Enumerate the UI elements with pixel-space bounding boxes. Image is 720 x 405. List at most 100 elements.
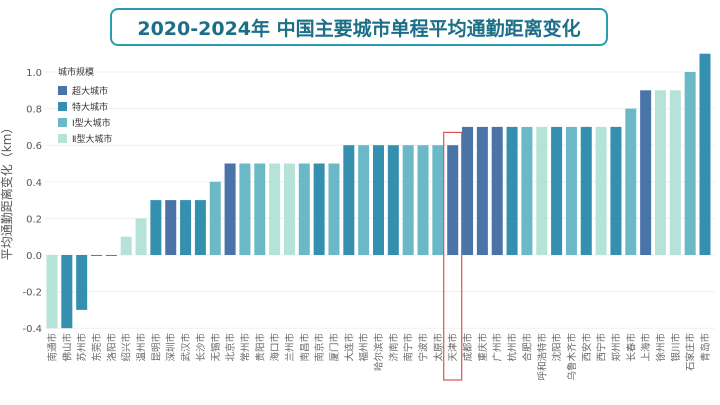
x-tick-label: 乌鲁木齐市	[566, 333, 578, 381]
bar	[61, 255, 73, 329]
bar	[491, 126, 503, 256]
x-tick-label: 济南市	[388, 333, 400, 362]
x-tick-label: 哈尔滨市	[373, 333, 385, 372]
x-tick-label: 深圳市	[165, 333, 177, 362]
legend-swatch	[58, 86, 67, 95]
bar	[640, 90, 652, 255]
x-tick-label: 洛阳市	[106, 333, 118, 362]
bar	[565, 126, 577, 256]
bar	[699, 53, 711, 256]
bar	[180, 200, 192, 255]
legend-label: 超大城市	[72, 85, 108, 97]
bar	[224, 163, 236, 255]
bar	[343, 145, 355, 255]
y-tick-label: 0.0	[26, 251, 42, 262]
x-tick-label: 苏州市	[76, 333, 88, 362]
x-tick-label: 南宁市	[403, 333, 415, 362]
x-tick-label: 太原市	[432, 333, 444, 362]
x-tick-label: 郑州市	[610, 333, 622, 362]
legend-label: 特大城市	[72, 101, 108, 113]
y-tick-label: 0.2	[26, 214, 42, 225]
y-tick-label: 1.0	[26, 68, 42, 79]
x-tick-label: 大连市	[343, 333, 355, 362]
bar	[194, 200, 206, 255]
x-tick-label: 银川市	[670, 333, 682, 362]
x-tick-label: 徐州市	[655, 333, 667, 362]
bar	[654, 90, 666, 255]
x-tick-label: 青岛市	[700, 333, 712, 362]
bar	[328, 163, 340, 255]
x-tick-label: 常州市	[239, 333, 251, 362]
x-tick-label: 兰州市	[284, 333, 296, 362]
legend-swatch	[58, 102, 67, 111]
x-tick-label: 广州市	[492, 333, 504, 362]
x-tick-label: 重庆市	[477, 333, 489, 362]
bar	[254, 163, 266, 255]
y-tick-label: 0.8	[26, 105, 42, 116]
legend-swatch	[58, 134, 67, 143]
x-tick-label: 天津市	[447, 333, 459, 362]
bar	[684, 72, 696, 255]
bar	[283, 163, 295, 255]
highlight-box	[443, 131, 463, 381]
bar	[669, 90, 681, 255]
x-tick-label: 石家庄市	[685, 333, 697, 372]
x-tick-label: 无锡市	[210, 333, 222, 362]
legend-label: Ⅰ型大城市	[72, 117, 111, 129]
x-tick-label: 南通市	[47, 333, 59, 362]
y-tick-label: -0.4	[22, 324, 42, 335]
bar	[595, 126, 607, 256]
bar	[120, 236, 132, 255]
bar	[506, 126, 518, 256]
bar	[476, 126, 488, 256]
y-tick-label: 0.4	[26, 178, 42, 189]
x-tick-label: 厦门市	[328, 333, 340, 362]
x-tick-label: 东莞市	[91, 333, 103, 362]
bar	[76, 255, 88, 310]
bar	[580, 126, 592, 256]
x-tick-label: 沈阳市	[551, 333, 563, 362]
x-tick-label: 佛山市	[61, 333, 73, 362]
bar	[313, 163, 325, 255]
bar	[165, 200, 177, 255]
bar	[269, 163, 281, 255]
x-tick-label: 贵阳市	[254, 333, 266, 362]
x-tick-label: 海口市	[269, 333, 281, 362]
bar	[135, 218, 147, 255]
bar	[298, 163, 310, 255]
bar	[387, 145, 399, 255]
x-tick-label: 绍兴市	[121, 333, 133, 362]
x-tick-label: 上海市	[640, 333, 652, 362]
legend-title: 城市规模	[58, 66, 94, 78]
x-tick-label: 温州市	[136, 333, 148, 362]
bar	[521, 126, 533, 256]
x-tick-label: 长春市	[625, 333, 637, 362]
bar	[417, 145, 429, 255]
x-tick-label: 成都市	[462, 333, 474, 362]
bar	[625, 108, 637, 255]
bar	[536, 126, 548, 256]
x-tick-label: 合肥市	[521, 333, 533, 362]
chart-title: 2020-2024年 中国主要城市单程平均通勤距离变化	[110, 8, 608, 46]
x-tick-label: 西安市	[581, 333, 593, 362]
bar	[91, 255, 103, 256]
bar	[209, 181, 221, 255]
y-tick-label: 0.6	[26, 141, 42, 152]
bar	[150, 200, 162, 255]
y-axis-label: 平均通勤距离变化（km）	[0, 122, 14, 261]
bar	[402, 145, 414, 255]
bar	[610, 126, 622, 256]
x-tick-label: 昆明市	[150, 333, 162, 362]
bar	[551, 126, 563, 256]
bar	[462, 126, 474, 256]
x-tick-label: 北京市	[225, 333, 237, 362]
bar	[46, 255, 58, 329]
x-tick-label: 长沙市	[195, 333, 207, 362]
bar	[239, 163, 251, 255]
x-tick-label: 呼和浩特市	[536, 333, 548, 381]
x-tick-label: 宁波市	[418, 333, 430, 362]
bar	[358, 145, 370, 255]
x-tick-label: 南京市	[314, 333, 326, 362]
x-tick-label: 武汉市	[180, 333, 192, 362]
